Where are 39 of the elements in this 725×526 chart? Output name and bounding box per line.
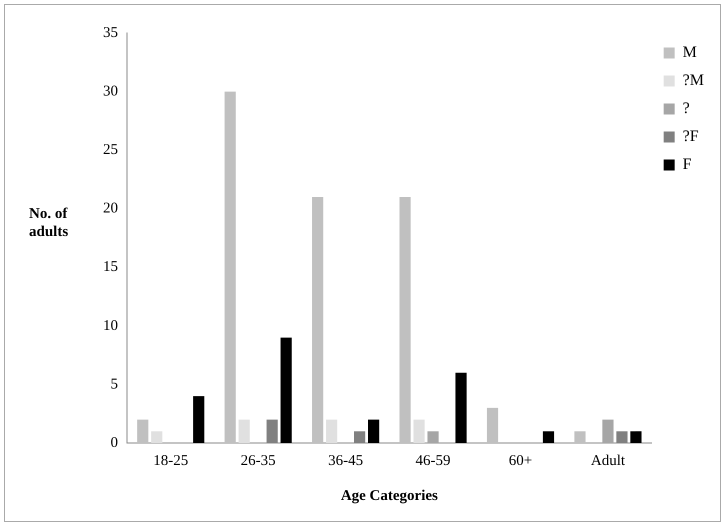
bar xyxy=(326,420,338,443)
bar xyxy=(455,372,467,443)
bar xyxy=(399,197,411,443)
x-tick-label: 36-45 xyxy=(328,452,364,469)
legend-label: F xyxy=(682,156,692,174)
x-tick-label: 60+ xyxy=(508,452,532,469)
bar xyxy=(602,420,614,443)
x-tick-label: Adult xyxy=(590,452,626,469)
y-tick-label: 25 xyxy=(103,142,118,158)
bar xyxy=(151,431,162,443)
bar xyxy=(368,420,380,443)
y-axis-title: No. of adults xyxy=(29,205,70,241)
y-tick-label: 5 xyxy=(110,376,118,392)
bar xyxy=(542,431,554,443)
x-axis-title: Age Categories xyxy=(340,488,438,504)
y-tick-label: 30 xyxy=(103,84,118,100)
y-tick-label: 10 xyxy=(103,318,118,334)
bar xyxy=(486,408,498,443)
y-tick-label: 20 xyxy=(103,200,118,217)
bar xyxy=(238,420,250,443)
bar xyxy=(224,92,236,443)
y-tick-label: 35 xyxy=(103,24,118,41)
y-tick-label: 15 xyxy=(103,259,118,276)
bar xyxy=(280,338,292,443)
bar xyxy=(574,431,586,443)
y-tick-label: 0 xyxy=(110,434,118,451)
bar xyxy=(137,420,148,443)
legend-label: ?F xyxy=(682,128,699,146)
x-tick-label: 46-59 xyxy=(416,452,451,469)
bar xyxy=(312,197,324,443)
bar xyxy=(427,431,439,443)
x-tick-label: 18-25 xyxy=(153,452,188,469)
legend-label: ?M xyxy=(682,72,704,90)
bar xyxy=(413,420,425,443)
legend-label: M xyxy=(682,44,697,62)
bar xyxy=(193,396,204,443)
legend-label: ? xyxy=(682,100,690,118)
bar xyxy=(630,431,642,443)
x-tick-label: 26-35 xyxy=(240,452,276,469)
